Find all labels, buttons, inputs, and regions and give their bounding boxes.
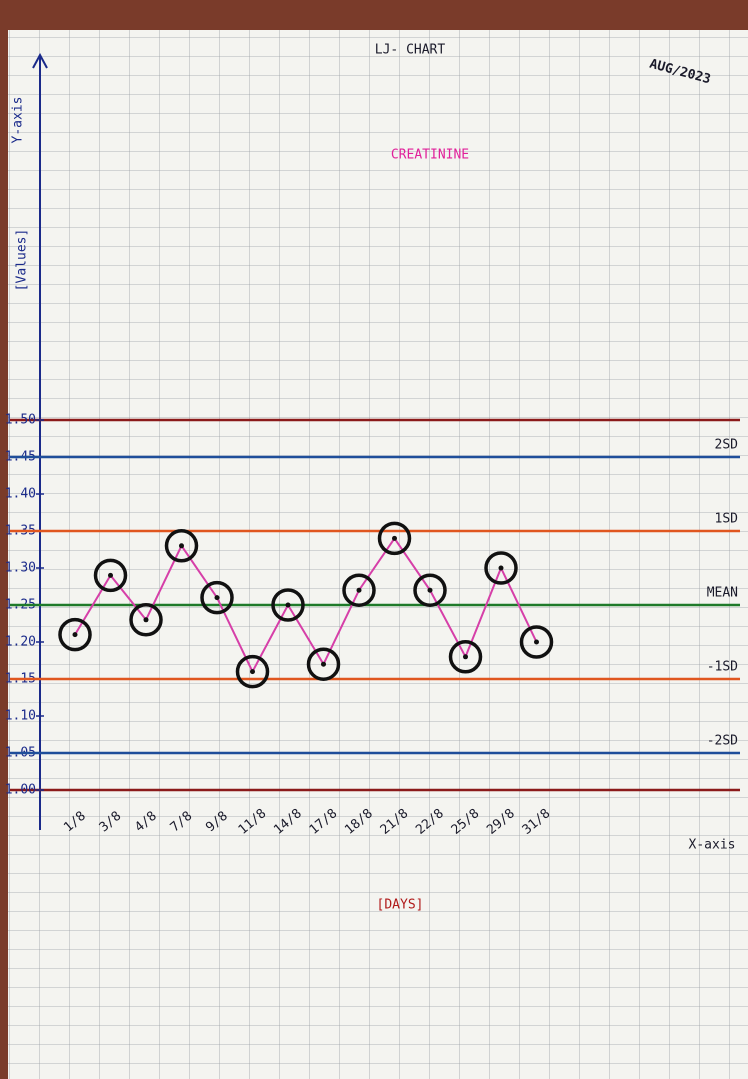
data-point	[93, 558, 128, 593]
data-dot	[427, 587, 433, 593]
y-axis-label: [Values]	[15, 229, 30, 292]
data-point	[129, 603, 163, 637]
reference-label: -2SD	[707, 734, 738, 749]
data-point	[377, 521, 412, 556]
data-point	[306, 647, 341, 681]
x-axis-name: X-axis	[689, 838, 736, 853]
y-tick-label: 1.10	[5, 709, 36, 724]
data-point	[519, 625, 554, 659]
y-tick-label: 1.50	[5, 413, 36, 428]
data-dot	[250, 669, 255, 675]
data-dot	[179, 543, 184, 549]
reference-label: 2SD	[715, 438, 739, 453]
subtitle: CREATININE	[391, 148, 469, 163]
data-point	[58, 617, 92, 652]
data-point	[271, 588, 305, 622]
data-dot	[498, 565, 504, 571]
reference-label: -1SD	[707, 660, 738, 675]
data-dot	[214, 595, 220, 601]
y-tick-label: 1.30	[5, 561, 36, 576]
data-point	[200, 580, 234, 615]
data-point	[448, 640, 483, 674]
x-axis-label: [DAYS]	[377, 898, 424, 913]
y-tick-label: 1.40	[5, 487, 36, 502]
reference-label: 1SD	[715, 512, 739, 527]
data-dot	[356, 587, 362, 593]
data-point	[413, 573, 447, 607]
data-dot	[463, 654, 468, 660]
data-point	[484, 551, 518, 585]
data-dot	[321, 661, 326, 667]
data-dot	[392, 535, 397, 541]
reference-label: MEAN	[707, 586, 738, 601]
y-axis-arrow	[32, 52, 48, 69]
y-tick-label: 1.00	[5, 783, 36, 798]
data-point	[235, 654, 270, 689]
chart-title: LJ- CHART	[375, 43, 446, 58]
data-dot	[143, 617, 149, 623]
data-dot	[285, 602, 291, 608]
data-point	[164, 529, 199, 563]
paper-grid	[8, 30, 748, 1079]
y-tick-label: 1.20	[5, 635, 36, 650]
data-dot	[72, 632, 78, 638]
data-dot	[534, 639, 539, 645]
data-dot	[108, 572, 113, 578]
data-point	[342, 573, 376, 607]
y-axis-name: Y-axis	[11, 97, 26, 144]
